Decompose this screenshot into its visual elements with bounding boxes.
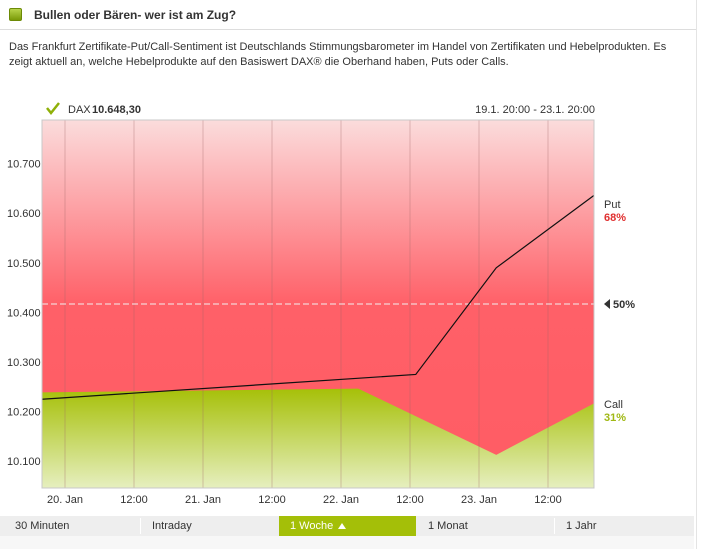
tab-1-jahr[interactable]: 1 Jahr: [566, 520, 597, 532]
footer-band: [0, 536, 694, 549]
y-tick-label: 10.200: [7, 407, 41, 419]
call-area: [42, 388, 594, 488]
square-bullet-icon: [9, 8, 22, 21]
tab-1-woche[interactable]: 1 Woche: [279, 516, 416, 536]
tab-30-minuten[interactable]: 30 Minuten: [15, 520, 70, 532]
tab-divider: [140, 518, 141, 534]
timeframe-tabs: 30 Minuten Intraday 1 Woche 1 Monat 1 Ja…: [0, 516, 694, 536]
call-value: 31%: [604, 412, 626, 424]
x-tick-label: 20. Jan: [47, 494, 83, 506]
call-label: Call: [604, 399, 623, 411]
y-tick-label: 10.400: [7, 307, 41, 319]
x-axis: 20. Jan 12:00 21. Jan 12:00 22. Jan 12:00 23. …: [47, 494, 562, 506]
header-divider: [0, 29, 697, 30]
x-tick-label: 12:00: [396, 494, 424, 506]
x-tick-label: 23. Jan: [461, 494, 497, 506]
page-title: Bullen oder Bären- wer ist am Zug?: [34, 8, 237, 22]
x-tick-label: 22. Jan: [323, 494, 359, 506]
intro-text: Das Frankfurt Zertifikate-Put/Call-Senti…: [9, 41, 667, 68]
y-tick-label: 10.700: [7, 159, 41, 171]
legend-value: 10.648,30: [92, 104, 141, 116]
x-tick-label: 12:00: [120, 494, 148, 506]
header: Bullen oder Bären- wer ist am Zug?: [0, 0, 703, 30]
x-tick-label: 12:00: [258, 494, 286, 506]
tab-intraday[interactable]: Intraday: [152, 520, 192, 532]
x-tick-label: 21. Jan: [185, 494, 221, 506]
triangle-left-icon: [604, 299, 610, 309]
x-tick-label: 12:00: [534, 494, 562, 506]
legend-name: DAX: [68, 104, 91, 116]
period-range: 19.1. 20:00 - 23.1. 20:00: [475, 104, 595, 116]
y-tick-label: 10.500: [7, 258, 41, 270]
y-tick-label: 10.100: [7, 456, 41, 468]
sentiment-chart: DAX 10.648,30 19.1. 20:00 - 23.1. 20:00 …: [7, 102, 635, 506]
arrow-up-icon: [338, 523, 347, 529]
put-label: Put: [604, 199, 621, 211]
tab-divider: [554, 518, 555, 534]
put-value: 68%: [604, 212, 626, 224]
y-tick-label: 10.600: [7, 208, 41, 220]
legend: DAX 10.648,30 19.1. 20:00 - 23.1. 20:00: [46, 102, 595, 116]
midline-label: 50%: [613, 299, 635, 311]
y-tick-label: 10.300: [7, 357, 41, 369]
y-axis: 10.700 10.600 10.500 10.400 10.300 10.200 10.1…: [7, 159, 41, 469]
plot-border: [41, 119, 595, 489]
dax-line: [41, 194, 595, 400]
right-border: [696, 0, 697, 549]
checkmark-icon[interactable]: [46, 102, 60, 116]
tab-1-monat[interactable]: 1 Monat: [428, 520, 468, 532]
